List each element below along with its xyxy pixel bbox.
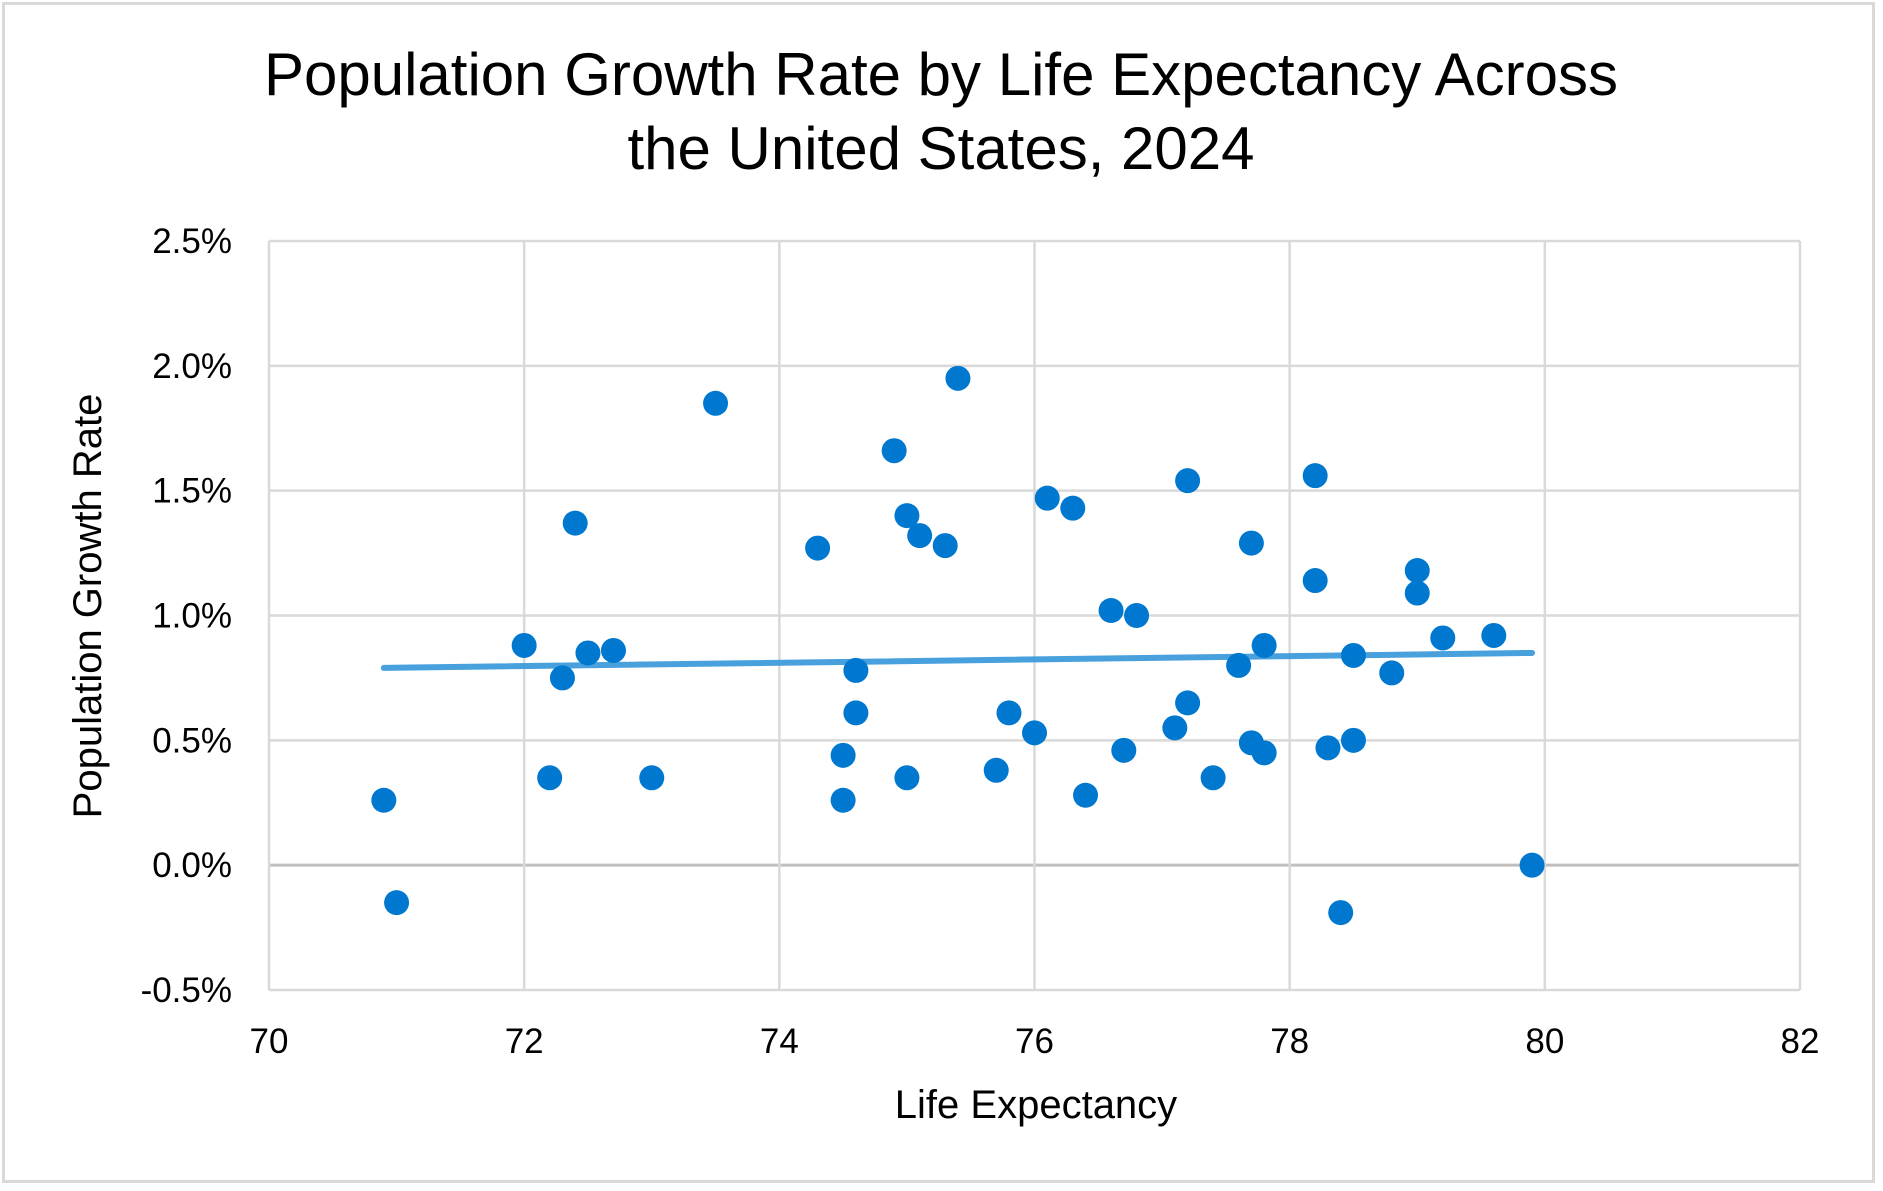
data-point — [1379, 660, 1405, 686]
data-point — [384, 890, 410, 916]
y-axis-title: Population Growth Rate — [66, 394, 110, 819]
data-point — [1111, 737, 1137, 763]
data-point — [945, 365, 971, 391]
data-point — [830, 742, 856, 768]
data-point — [1022, 720, 1047, 746]
y-tick-label: 1.5% — [152, 472, 232, 511]
x-tick-label: 78 — [1270, 1022, 1309, 1061]
x-axis-title: Life Expectancy — [895, 1083, 1177, 1127]
data-point — [1162, 715, 1188, 741]
tick-labels: -0.5% 0.0% 0.5% 1.0% 1.5% 2.0% 2.5% 70 72 74 76 78 8… — [141, 222, 1820, 1061]
trendline — [380, 649, 1536, 671]
data-point — [600, 637, 626, 663]
data-point — [1328, 900, 1354, 926]
data-point — [881, 438, 907, 464]
chart-title-line-2: the United States, 2024 — [627, 115, 1254, 182]
data-point — [1124, 603, 1150, 628]
data-points — [371, 365, 1545, 926]
data-point — [1200, 765, 1226, 791]
x-tick-label: 76 — [1015, 1022, 1054, 1061]
data-point — [371, 787, 397, 813]
data-point — [1073, 782, 1099, 808]
chart-title-line-1: Population Growth Rate by Life Expectanc… — [264, 41, 1618, 108]
data-point — [1098, 598, 1124, 624]
data-point — [843, 657, 869, 683]
data-point — [907, 523, 933, 549]
data-point — [1404, 580, 1430, 606]
data-point — [1251, 740, 1277, 766]
data-point — [932, 533, 958, 559]
data-point — [1519, 852, 1545, 878]
x-tick-label: 74 — [760, 1022, 799, 1061]
data-point — [894, 503, 920, 529]
x-tick-label: 72 — [505, 1022, 544, 1061]
data-point — [996, 700, 1022, 726]
y-tick-label: -0.5% — [141, 971, 232, 1010]
data-point — [1315, 735, 1341, 761]
data-point — [575, 640, 601, 666]
data-point — [549, 665, 575, 691]
data-point — [1340, 642, 1366, 668]
data-point — [1302, 568, 1328, 594]
data-point — [1238, 530, 1264, 556]
data-point — [1340, 727, 1366, 753]
data-point — [1226, 652, 1252, 678]
y-tick-label: 0.0% — [152, 846, 232, 885]
data-point — [1175, 468, 1201, 494]
data-point — [805, 535, 831, 561]
y-tick-label: 2.5% — [152, 222, 232, 261]
y-tick-label: 2.0% — [152, 347, 232, 386]
trendline-layer — [380, 649, 1536, 671]
y-tick-label: 0.5% — [152, 721, 232, 760]
data-point — [562, 510, 588, 536]
data-point — [983, 757, 1009, 783]
data-point — [537, 765, 563, 791]
data-point — [894, 765, 920, 791]
data-point — [1404, 558, 1430, 584]
x-tick-label: 80 — [1525, 1022, 1564, 1061]
data-point — [1034, 485, 1060, 511]
data-point — [639, 765, 665, 791]
x-tick-label: 70 — [250, 1022, 289, 1061]
data-point — [1251, 632, 1277, 658]
gridlines — [267, 239, 1802, 992]
data-point — [1060, 495, 1086, 521]
data-point — [1302, 463, 1328, 489]
data-point — [703, 390, 729, 416]
data-point — [1481, 622, 1507, 648]
y-tick-label: 1.0% — [152, 597, 232, 636]
data-point — [1175, 690, 1201, 716]
data-point — [830, 787, 856, 813]
data-point — [843, 700, 869, 726]
data-point — [1430, 625, 1456, 651]
data-point — [511, 632, 537, 658]
x-tick-label: 82 — [1781, 1022, 1820, 1061]
